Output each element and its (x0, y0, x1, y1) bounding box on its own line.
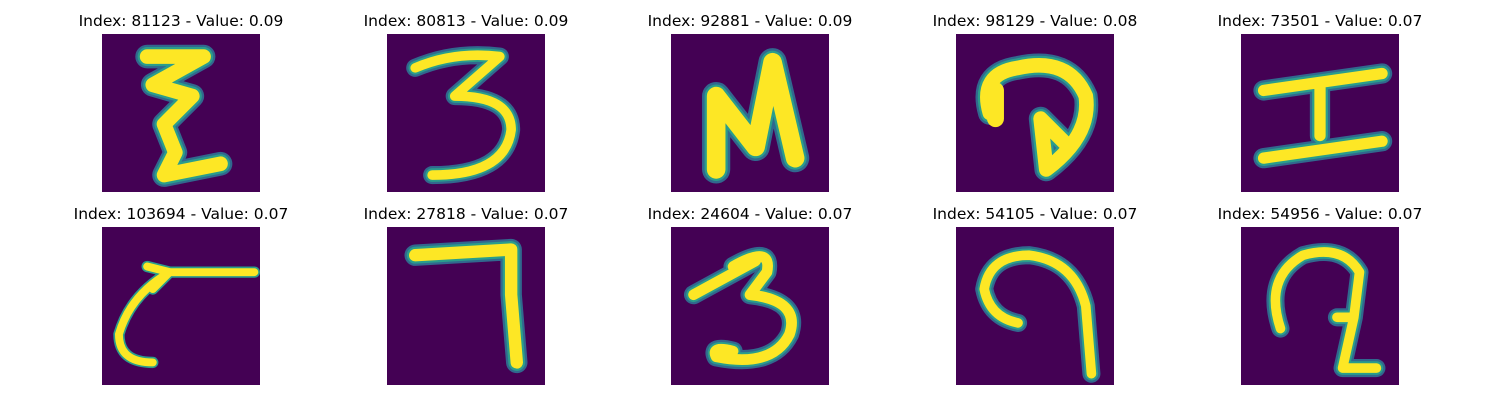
grid-cell: Index: 54105 - Value: 0.07 (905, 193, 1165, 385)
glyph-image (671, 34, 829, 192)
panel-title: Index: 73501 - Value: 0.07 (1217, 12, 1423, 30)
glyph-three-image (387, 34, 545, 192)
glyph-loop-hook-image (1241, 227, 1399, 385)
grid-cell: Index: 98129 - Value: 0.08 (905, 0, 1165, 192)
glyph-image (387, 34, 545, 192)
grid-cell: Index: 103694 - Value: 0.07 (51, 193, 311, 385)
glyph-three-b-image (671, 227, 829, 385)
glyph-seven-image (387, 227, 545, 385)
grid-cell: Index: 92881 - Value: 0.09 (620, 0, 880, 192)
panel-title: Index: 80813 - Value: 0.09 (363, 12, 569, 30)
panel-title: Index: 27818 - Value: 0.07 (363, 205, 569, 223)
panel-title: Index: 98129 - Value: 0.08 (932, 12, 1138, 30)
glyph-image (956, 227, 1114, 385)
panel-title: Index: 24604 - Value: 0.07 (647, 205, 853, 223)
glyph-image (671, 227, 829, 385)
glyph-image (102, 34, 260, 192)
grid-cell: Index: 24604 - Value: 0.07 (620, 193, 880, 385)
glyph-image (1241, 34, 1399, 192)
glyph-image (387, 227, 545, 385)
glyph-c-tail-image (102, 227, 260, 385)
panel-title: Index: 54956 - Value: 0.07 (1217, 205, 1423, 223)
grid-cell: Index: 81123 - Value: 0.09 (51, 0, 311, 192)
glyph-i-beam-image (1241, 34, 1399, 192)
panel-title: Index: 54105 - Value: 0.07 (932, 205, 1138, 223)
grid-cell: Index: 73501 - Value: 0.07 (1190, 0, 1450, 192)
glyph-spiral-image (956, 227, 1114, 385)
panel-title: Index: 103694 - Value: 0.07 (73, 205, 289, 223)
glyph-n-image (671, 34, 829, 192)
glyph-image (956, 34, 1114, 192)
panel-title: Index: 92881 - Value: 0.09 (647, 12, 853, 30)
glyph-image (102, 227, 260, 385)
glyph-hook-arrow-image (956, 34, 1114, 192)
glyph-z-scribble-image (102, 34, 260, 192)
grid-cell: Index: 27818 - Value: 0.07 (336, 193, 596, 385)
glyph-image (1241, 227, 1399, 385)
grid-cell: Index: 80813 - Value: 0.09 (336, 0, 596, 192)
panel-title: Index: 81123 - Value: 0.09 (78, 12, 284, 30)
grid-cell: Index: 54956 - Value: 0.07 (1190, 193, 1450, 385)
